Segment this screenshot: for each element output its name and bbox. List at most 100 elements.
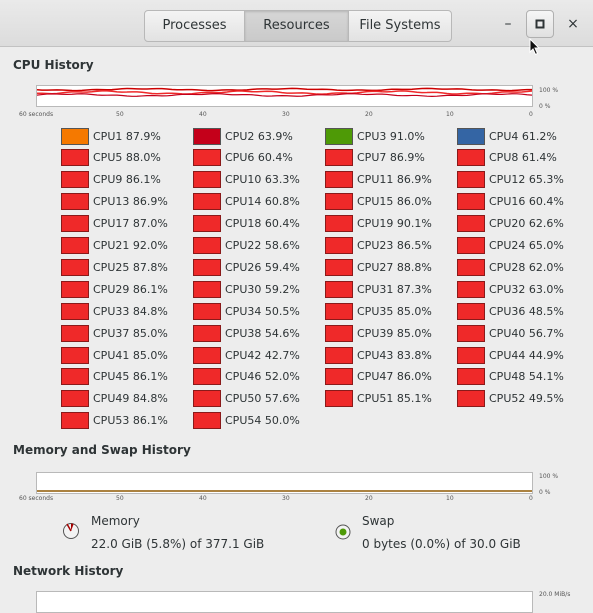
mouse-pointer-icon <box>529 38 541 56</box>
cpu-color-swatch[interactable] <box>457 280 485 298</box>
cpu-color-swatch[interactable] <box>325 346 353 364</box>
cpu-legend-item: CPU15 86.0% <box>325 192 432 212</box>
cpu-color-swatch[interactable] <box>457 390 485 408</box>
cpu-color-swatch[interactable] <box>325 149 353 167</box>
cpu-color-swatch[interactable] <box>325 127 353 145</box>
cpu-color-swatch[interactable] <box>193 127 221 145</box>
cpu-color-swatch[interactable] <box>325 280 353 298</box>
cpu-color-swatch[interactable] <box>61 193 89 211</box>
cpu-color-swatch[interactable] <box>61 127 89 145</box>
cpu-usage-label: CPU6 60.4% <box>225 151 293 165</box>
cpu-legend-item: CPU50 57.6% <box>193 389 300 409</box>
cpu-color-swatch[interactable] <box>193 412 221 430</box>
cpu-color-swatch[interactable] <box>193 193 221 211</box>
cpu-color-swatch[interactable] <box>457 127 485 145</box>
cpu-color-swatch[interactable] <box>457 324 485 342</box>
cpu-color-swatch[interactable] <box>61 412 89 430</box>
cpu-color-swatch[interactable] <box>61 171 89 189</box>
memory-history-title: Memory and Swap History <box>13 443 191 457</box>
cpu-color-swatch[interactable] <box>325 193 353 211</box>
cpu-usage-label: CPU42 42.7% <box>225 348 300 362</box>
cpu-color-swatch[interactable] <box>193 302 221 320</box>
minimize-button[interactable]: – <box>504 16 512 32</box>
cpu-color-swatch[interactable] <box>193 237 221 254</box>
swap-pie-icon[interactable] <box>335 524 351 540</box>
cpu-usage-label: CPU22 58.6% <box>225 239 300 252</box>
cpu-color-swatch[interactable] <box>61 149 89 167</box>
cpu-legend-item: CPU19 90.1% <box>325 214 432 234</box>
cpu-color-swatch[interactable] <box>61 302 89 320</box>
cpu-color-swatch[interactable] <box>61 390 89 408</box>
cpu-color-swatch[interactable] <box>457 368 485 386</box>
memory-x-tick: 20 <box>365 495 373 502</box>
cpu-legend-item: CPU46 52.0% <box>193 367 300 387</box>
cpu-color-swatch[interactable] <box>61 280 89 298</box>
cpu-legend-item: CPU13 86.9% <box>61 192 168 212</box>
cpu-usage-label: CPU17 87.0% <box>93 217 168 231</box>
memory-x-tick: 40 <box>199 495 207 502</box>
network-history-title: Network History <box>13 564 124 578</box>
memory-pie-icon[interactable] <box>62 522 80 540</box>
cpu-color-swatch[interactable] <box>61 324 89 342</box>
cpu-color-swatch[interactable] <box>193 280 221 298</box>
cpu-legend-item: CPU52 49.5% <box>457 389 564 409</box>
cpu-usage-label: CPU18 60.4% <box>225 217 300 231</box>
cpu-color-swatch[interactable] <box>325 324 353 342</box>
cpu-color-swatch[interactable] <box>325 215 353 233</box>
memory-x-tick: 50 <box>116 495 124 502</box>
cpu-usage-label: CPU3 91.0% <box>357 129 425 143</box>
cpu-usage-label: CPU4 61.2% <box>489 129 557 143</box>
cpu-color-swatch[interactable] <box>325 302 353 320</box>
cpu-color-swatch[interactable] <box>457 193 485 211</box>
cpu-color-swatch[interactable] <box>457 171 485 189</box>
cpu-color-swatch[interactable] <box>457 215 485 233</box>
cpu-legend-item: CPU51 85.1% <box>325 389 432 409</box>
cpu-color-swatch[interactable] <box>325 390 353 408</box>
cpu-color-swatch[interactable] <box>325 368 353 386</box>
cpu-color-swatch[interactable] <box>193 390 221 408</box>
cpu-color-swatch[interactable] <box>193 149 221 167</box>
tab-resources[interactable]: Resources <box>245 11 349 41</box>
cpu-x-tick: 10 <box>446 111 454 118</box>
cpu-color-swatch[interactable] <box>457 237 485 254</box>
maximize-button[interactable] <box>526 10 554 38</box>
cpu-color-swatch[interactable] <box>193 368 221 386</box>
cpu-color-swatch[interactable] <box>457 258 485 276</box>
tab-processes[interactable]: Processes <box>145 11 245 41</box>
cpu-usage-label: CPU14 60.8% <box>225 195 300 209</box>
cpu-color-swatch[interactable] <box>457 302 485 320</box>
cpu-usage-label: CPU53 86.1% <box>93 414 168 428</box>
cpu-legend-item: CPU42 42.7% <box>193 345 300 365</box>
cpu-color-swatch[interactable] <box>193 346 221 364</box>
cpu-usage-label: CPU33 84.8% <box>93 304 168 318</box>
cpu-legend-item: CPU9 86.1% <box>61 170 161 190</box>
cpu-usage-label: CPU28 62.0% <box>489 260 564 274</box>
cpu-color-swatch[interactable] <box>61 258 89 276</box>
cpu-color-swatch[interactable] <box>457 346 485 364</box>
cpu-usage-label: CPU48 54.1% <box>489 370 564 384</box>
cpu-color-swatch[interactable] <box>61 215 89 233</box>
cpu-usage-label: CPU37 85.0% <box>93 326 168 340</box>
cpu-color-swatch[interactable] <box>325 258 353 276</box>
cpu-x-tick: 60 seconds <box>19 111 54 118</box>
cpu-usage-label: CPU2 63.9% <box>225 129 293 143</box>
cpu-legend-item: CPU48 54.1% <box>457 367 564 387</box>
memory-x-tick: 0 <box>529 495 533 502</box>
cpu-color-swatch[interactable] <box>193 258 221 276</box>
cpu-legend-item: CPU24 65.0% <box>457 236 564 256</box>
cpu-color-swatch[interactable] <box>61 346 89 364</box>
cpu-color-swatch[interactable] <box>193 171 221 189</box>
cpu-color-swatch[interactable] <box>325 237 353 254</box>
cpu-color-swatch[interactable] <box>193 324 221 342</box>
cpu-color-swatch[interactable] <box>193 215 221 233</box>
cpu-legend-item: CPU12 65.3% <box>457 170 564 190</box>
cpu-color-swatch[interactable] <box>61 368 89 386</box>
cpu-color-swatch[interactable] <box>457 149 485 167</box>
memory-x-tick: 30 <box>282 495 290 502</box>
cpu-color-swatch[interactable] <box>61 237 89 254</box>
cpu-color-swatch[interactable] <box>325 171 353 189</box>
cpu-usage-label: CPU41 85.0% <box>93 348 168 362</box>
tab-file-systems[interactable]: File Systems <box>359 18 441 33</box>
close-button[interactable]: × <box>567 16 579 32</box>
cpu-legend-item: CPU21 92.0% <box>61 236 168 256</box>
